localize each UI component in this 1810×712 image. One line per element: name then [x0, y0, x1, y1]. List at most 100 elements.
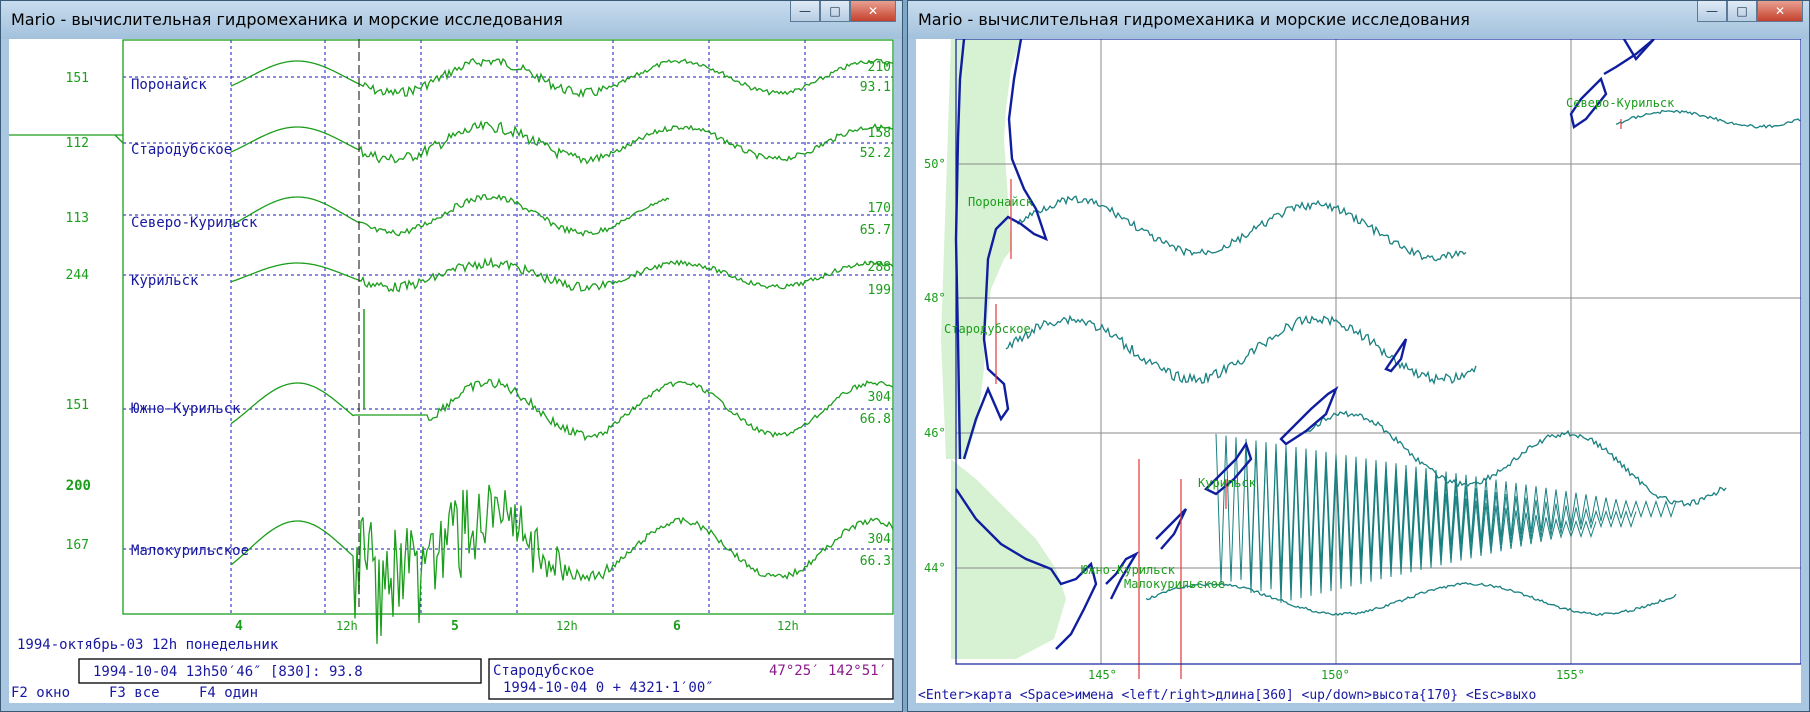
fkey-all[interactable]: F3 все	[109, 685, 160, 701]
map-frame	[955, 39, 1801, 665]
time-tick: 6	[673, 619, 681, 634]
tide-trace	[1005, 314, 1477, 385]
left-window: Mario - вычислительная гидромеханика и м…	[0, 0, 903, 712]
right-window-title: Mario - вычислительная гидромеханика и м…	[918, 10, 1470, 29]
readout-box-left	[78, 658, 482, 684]
readout-station: Стародубское	[493, 663, 594, 679]
land-strip	[941, 39, 966, 459]
minimize-icon[interactable]: —	[1697, 1, 1727, 22]
tsunami-trace	[1215, 433, 1677, 584]
lat-label: 48°	[924, 291, 946, 305]
coastline	[1384, 338, 1408, 373]
station-min-value: 93.1	[860, 80, 891, 95]
maximize-icon[interactable]: □	[1727, 1, 1757, 22]
station-name: Малокурильское	[131, 543, 249, 559]
time-tick: 4	[235, 619, 243, 634]
tide-curve	[230, 256, 894, 293]
station-min-value: 66.3	[860, 554, 891, 569]
fkey-one[interactable]: F4 один	[199, 685, 258, 701]
station-left-value: 244	[66, 268, 90, 283]
tide-trace	[1015, 195, 1467, 262]
tsunami-trace	[1275, 453, 1597, 603]
help-line: <Enter>карта <Space>имена <left/right>дл…	[918, 688, 1536, 703]
place-label: Южно-Курильск	[1081, 563, 1176, 577]
coastline	[954, 39, 966, 460]
place-label: Стародубское	[944, 322, 1031, 336]
coastline	[1105, 551, 1140, 600]
hokkaido-land	[951, 459, 1066, 659]
station-name: Стародубское	[131, 142, 232, 158]
station-left-value: 151	[66, 398, 89, 413]
place-label: Малокурильское	[1124, 577, 1225, 591]
station-left-value: 167	[66, 538, 89, 553]
station-left-value: 113	[66, 211, 89, 226]
coastline	[1155, 508, 1188, 550]
lon-label: 150°	[1321, 668, 1350, 682]
station-left-value: 151	[66, 71, 89, 86]
lon-label: 155°	[1556, 668, 1585, 682]
lat-label: 50°	[924, 157, 946, 171]
left-window-title: Mario - вычислительная гидромеханика и м…	[11, 10, 563, 29]
station-left-value: 112	[66, 136, 89, 151]
readout-box-right	[488, 658, 894, 700]
station-name: Курильск	[131, 273, 199, 289]
station-max-value: 170	[868, 201, 891, 216]
sakhalin-land	[951, 39, 1021, 459]
right-window: Mario - вычислительная гидромеханика и м…	[907, 0, 1810, 712]
lat-label: 44°	[924, 561, 946, 575]
tide-curve	[230, 193, 670, 238]
right-titlebar[interactable]: Mario - вычислительная гидромеханика и м…	[908, 1, 1809, 39]
tsunami-map: 50° 48° 46° 44° 145° 150° 155° Северо-Ку…	[918, 39, 1801, 703]
close-icon[interactable]: ✕	[850, 1, 896, 22]
fkey-window[interactable]: F2 окно	[11, 685, 70, 701]
close-icon[interactable]: ✕	[1757, 1, 1803, 22]
station-name: Поронайск	[131, 77, 207, 93]
station-max-value: 304	[868, 390, 892, 405]
map-area: 50° 48° 46° 44° 145° 150° 155° Северо-Ку…	[916, 39, 1801, 703]
station-min-value: 199	[868, 283, 891, 298]
readout-time: 1994-10-04 0 + 4321·1′00″	[503, 680, 714, 696]
lat-label: 46°	[924, 426, 946, 440]
coastline	[1603, 39, 1655, 76]
right-window-controls: — □ ✕	[1697, 1, 1803, 23]
tide-curve	[230, 484, 894, 644]
tide-curve	[230, 377, 894, 442]
station-name: Южно-Курильск	[131, 401, 241, 417]
time-tick: 5	[451, 619, 459, 634]
place-label: Северо-Курильск	[1566, 96, 1675, 110]
coastline	[1279, 386, 1339, 446]
maximize-icon[interactable]: □	[820, 1, 850, 22]
chart-frame	[122, 39, 894, 615]
coastline	[1569, 76, 1608, 129]
station-max-value: 288	[868, 260, 891, 275]
station-min-value: 66.8	[860, 412, 891, 427]
station-name: Северо-Курильск	[131, 215, 258, 231]
coastline	[955, 488, 1098, 650]
tide-chart-area: 151 112 113 244 151 200 167 Поронайск Ст…	[9, 39, 894, 703]
readout-coords: 47°25′ 142°51′	[769, 663, 887, 679]
station-max-value: 158	[868, 126, 891, 141]
station-min-value: 65.7	[860, 223, 891, 238]
left-titlebar[interactable]: Mario - вычислительная гидромеханика и м…	[1, 1, 902, 39]
station-min-value: 52.2	[860, 146, 891, 161]
tide-trace	[1295, 410, 1727, 507]
place-label: Курильск	[1198, 476, 1257, 490]
tide-curve	[230, 119, 893, 165]
tide-curve	[230, 57, 894, 99]
minimize-icon[interactable]: —	[790, 1, 820, 22]
coastline	[1622, 39, 1655, 62]
coastline	[962, 39, 1048, 460]
station-max-value: 210	[868, 60, 891, 75]
time-tick: 12h	[777, 619, 799, 633]
tide-trace	[1615, 109, 1801, 129]
lon-label: 145°	[1088, 668, 1117, 682]
left-window-controls: — □ ✕	[790, 1, 896, 23]
tide-chart: 151 112 113 244 151 200 167 Поронайск Ст…	[9, 39, 894, 701]
coastline	[1203, 441, 1253, 496]
readout-left: 1994-10-04 13h50′46″ [830]: 93.8	[93, 664, 363, 680]
station-max-value: 304	[868, 532, 892, 547]
scale-label: 200	[66, 478, 91, 494]
time-tick: 12h	[556, 619, 578, 633]
tide-trace	[1145, 581, 1677, 616]
tsunami-trace	[1245, 443, 1637, 594]
